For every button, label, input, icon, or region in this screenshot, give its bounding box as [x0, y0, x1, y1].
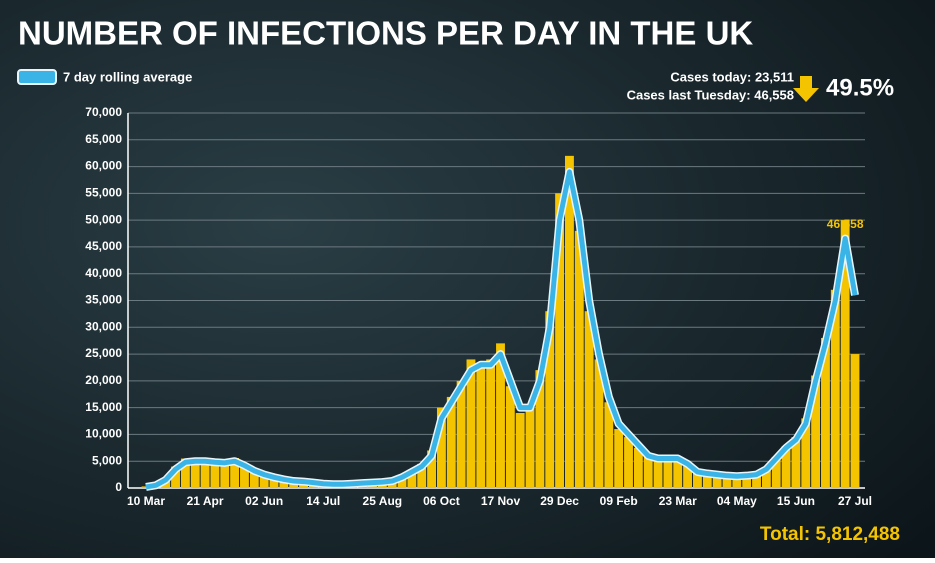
bar	[791, 437, 801, 488]
bar	[171, 466, 180, 488]
bar	[436, 407, 446, 488]
x-tick-label: 14 Jul	[306, 494, 340, 508]
bar	[545, 311, 555, 488]
bar	[240, 466, 249, 488]
bar	[427, 450, 437, 488]
x-tick-label: 10 Mar	[127, 494, 165, 508]
cases-last: Cases last Tuesday: 46,558	[627, 87, 794, 102]
bar	[702, 474, 712, 488]
bar	[230, 458, 240, 488]
bar	[732, 476, 742, 488]
bar	[771, 456, 781, 488]
bar	[141, 486, 151, 488]
change: 49.5%	[826, 74, 894, 101]
bar	[466, 359, 476, 488]
y-tick-label: 30,000	[85, 319, 122, 333]
bar	[486, 359, 496, 488]
bar	[210, 461, 220, 488]
bar	[811, 375, 821, 488]
bar	[673, 460, 683, 488]
x-tick-label: 06 Oct	[423, 494, 460, 508]
x-tick-label: 27 Jul	[838, 494, 872, 508]
x-tick-label: 02 Jun	[245, 494, 283, 508]
bar	[643, 456, 653, 488]
bar	[259, 475, 269, 488]
y-tick-label: 50,000	[85, 212, 122, 226]
bar	[496, 343, 505, 488]
bar	[614, 429, 624, 488]
bar	[752, 475, 761, 488]
bar	[584, 311, 594, 488]
bar	[663, 458, 673, 488]
bar	[279, 479, 289, 488]
down-arrow	[793, 76, 819, 102]
bar	[653, 459, 663, 488]
bar	[446, 396, 456, 488]
x-tick-label: 15 Jun	[777, 494, 815, 508]
bar	[781, 446, 791, 488]
bar	[505, 386, 515, 488]
bar	[761, 469, 771, 488]
y-tick-label: 5,000	[92, 453, 122, 467]
bar	[515, 413, 525, 488]
value-label: 46,558	[827, 217, 864, 231]
bar	[269, 477, 279, 488]
y-tick-label: 15,000	[85, 400, 122, 414]
y-tick-label: 55,000	[85, 186, 122, 200]
bar	[801, 418, 811, 488]
bar	[456, 380, 466, 488]
bar	[594, 359, 604, 488]
y-tick-label: 0	[115, 480, 122, 494]
x-tick-label: 29 Dec	[540, 494, 579, 508]
bar	[840, 220, 850, 488]
bar	[180, 458, 190, 488]
bar	[624, 437, 633, 488]
y-tick-label: 45,000	[85, 239, 122, 253]
bar	[633, 447, 643, 488]
y-tick-label: 35,000	[85, 293, 122, 307]
bar	[476, 364, 486, 488]
y-tick-label: 25,000	[85, 346, 122, 360]
bar	[407, 470, 417, 488]
y-tick-label: 20,000	[85, 373, 122, 387]
bar	[574, 230, 584, 488]
x-tick-label: 09 Feb	[600, 494, 638, 508]
bar	[190, 460, 200, 488]
bar	[722, 476, 732, 488]
line	[145, 169, 858, 490]
bar	[821, 338, 830, 488]
total: Total: 5,812,488	[760, 524, 900, 545]
y-tick-label: 60,000	[85, 159, 122, 173]
legend-swatch	[17, 69, 57, 85]
bar	[850, 354, 860, 488]
x-tick-label: 25 Aug	[363, 494, 403, 508]
y-tick-label: 40,000	[85, 266, 122, 280]
bar	[397, 475, 407, 488]
y-tick-label: 65,000	[85, 132, 122, 146]
bar	[535, 370, 545, 488]
cases-today: Cases today: 23,511	[670, 69, 794, 84]
x-tick-label: 23 Mar	[659, 494, 697, 508]
bar	[249, 471, 259, 488]
bar	[525, 407, 535, 488]
y-tick-label: 10,000	[85, 427, 122, 441]
bar	[830, 289, 840, 488]
bar	[604, 402, 614, 488]
bar	[200, 459, 210, 488]
x-tick-label: 04 May	[717, 494, 757, 508]
x-tick-label: 21 Apr	[187, 494, 224, 508]
bar	[683, 464, 693, 488]
bar	[712, 475, 722, 488]
legend-label: 7 day rolling average	[63, 69, 192, 84]
bar	[693, 473, 702, 488]
bar	[417, 463, 427, 488]
bar	[564, 155, 574, 488]
x-tick-label: 17 Nov	[481, 494, 521, 508]
bar	[555, 193, 565, 488]
chart-title: NUMBER OF INFECTIONS PER DAY IN THE UK	[18, 15, 753, 52]
bar	[742, 476, 752, 488]
bar	[220, 460, 230, 488]
y-tick-label: 70,000	[85, 105, 122, 119]
